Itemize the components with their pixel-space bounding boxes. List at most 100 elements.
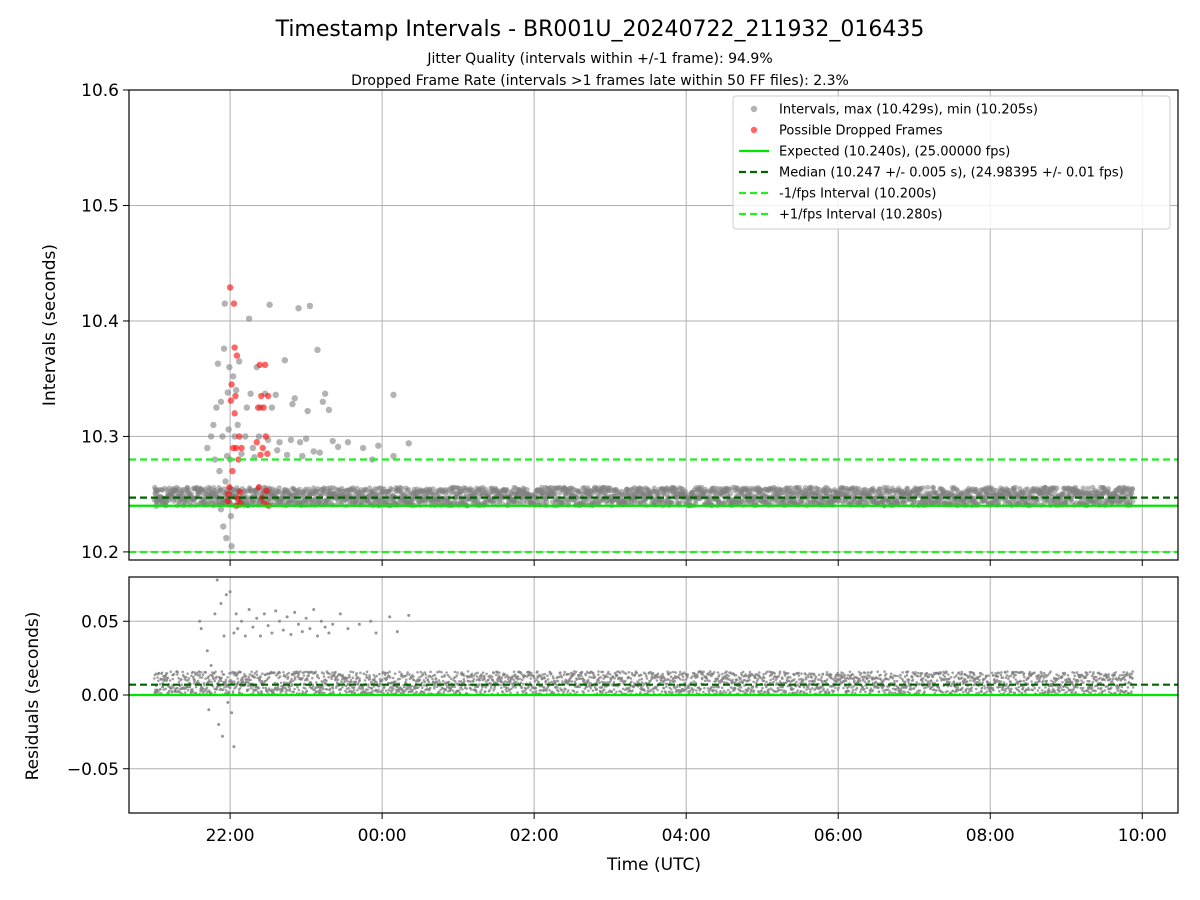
residual-point bbox=[765, 680, 768, 684]
residual-point bbox=[410, 676, 413, 679]
residual-point bbox=[460, 685, 463, 688]
residual-point bbox=[406, 687, 410, 691]
residual-point bbox=[503, 680, 507, 683]
residual-point bbox=[673, 679, 677, 683]
residual-point bbox=[167, 689, 171, 693]
residual-point bbox=[505, 690, 508, 693]
residual-point bbox=[724, 691, 728, 694]
interval-point bbox=[574, 495, 581, 501]
residual-point bbox=[401, 675, 404, 679]
residual-point bbox=[682, 671, 686, 674]
residual-point bbox=[647, 687, 650, 690]
residual-point bbox=[381, 689, 384, 692]
residual-point bbox=[429, 670, 432, 674]
residual-point bbox=[518, 677, 522, 681]
residual-point bbox=[439, 688, 442, 692]
residual-point bbox=[595, 687, 598, 691]
residual-point bbox=[821, 672, 825, 676]
residual-point bbox=[791, 691, 795, 695]
residual-point bbox=[671, 691, 674, 694]
bottom-plot-area bbox=[129, 578, 1178, 749]
residual-point bbox=[684, 678, 688, 681]
residual-point bbox=[219, 679, 223, 682]
interval-point bbox=[552, 491, 558, 497]
residual-point bbox=[593, 675, 597, 678]
residual-point bbox=[368, 677, 372, 681]
residual-point bbox=[481, 671, 485, 674]
residual-point bbox=[629, 677, 633, 680]
residual-point bbox=[498, 683, 502, 687]
residual-point bbox=[618, 671, 622, 675]
residual-point bbox=[307, 674, 311, 677]
residual-point bbox=[273, 671, 276, 674]
residual-point bbox=[328, 672, 332, 676]
interval-outlier-point bbox=[295, 305, 302, 312]
residual-point bbox=[555, 683, 559, 687]
interval-point bbox=[669, 500, 675, 506]
chart-subtitle-jitter: Jitter Quality (intervals within +/-1 fr… bbox=[426, 51, 772, 67]
interval-outlier-point bbox=[291, 395, 298, 402]
dropped-frame-point bbox=[259, 444, 266, 452]
residual-point bbox=[521, 678, 524, 681]
residual-point bbox=[649, 679, 652, 683]
residual-point bbox=[192, 682, 196, 685]
residual-point bbox=[402, 685, 406, 689]
residual-point bbox=[621, 670, 624, 673]
residual-point bbox=[553, 682, 557, 685]
residual-point bbox=[677, 691, 681, 695]
residual-point bbox=[534, 686, 538, 690]
residual-point bbox=[278, 688, 281, 691]
residual-point bbox=[710, 674, 713, 678]
residual-point bbox=[814, 675, 818, 679]
residual-point bbox=[683, 681, 687, 685]
residual-point bbox=[521, 691, 525, 694]
residual-point bbox=[170, 691, 174, 694]
residual-point bbox=[621, 687, 625, 691]
interval-outlier-point bbox=[255, 433, 263, 440]
residual-point bbox=[705, 677, 709, 680]
residual-point bbox=[718, 673, 721, 677]
residual-point bbox=[656, 672, 660, 675]
interval-outlier-point bbox=[222, 478, 229, 485]
residual-point bbox=[541, 673, 545, 676]
residual-point bbox=[741, 681, 744, 685]
residual-point bbox=[504, 688, 508, 691]
residual-point bbox=[448, 675, 451, 679]
residual-point bbox=[740, 673, 743, 677]
residual-point bbox=[202, 690, 205, 694]
residual-point bbox=[799, 690, 803, 693]
residual-point bbox=[305, 689, 309, 693]
residual-point bbox=[639, 691, 642, 694]
residual-point bbox=[281, 687, 285, 690]
residual-point bbox=[158, 683, 162, 686]
residual-point bbox=[458, 691, 462, 695]
dropped-frame-point bbox=[227, 397, 235, 404]
residual-point bbox=[383, 685, 386, 688]
residual-point bbox=[334, 678, 338, 682]
residual-point bbox=[287, 671, 291, 675]
residual-point bbox=[588, 675, 591, 679]
residual-point bbox=[548, 688, 551, 692]
residual-point bbox=[493, 687, 496, 690]
residual-point bbox=[498, 671, 501, 674]
residual-point bbox=[700, 677, 704, 681]
residual-point bbox=[529, 677, 533, 680]
residual-point bbox=[411, 688, 415, 692]
interval-outlier-point bbox=[220, 523, 227, 530]
residual-point bbox=[483, 677, 486, 680]
residual-point bbox=[711, 672, 715, 676]
interval-outlier-point bbox=[274, 447, 281, 454]
residual-point bbox=[644, 672, 647, 676]
residual-point bbox=[475, 678, 479, 682]
residual-point bbox=[514, 686, 517, 689]
residual-point bbox=[706, 679, 709, 682]
residual-point bbox=[615, 690, 618, 694]
dropped-frame-point bbox=[264, 392, 272, 400]
residual-point bbox=[390, 691, 393, 695]
residual-point bbox=[426, 678, 430, 681]
interval-point bbox=[374, 491, 380, 497]
residual-point bbox=[187, 679, 190, 682]
residual-point bbox=[722, 691, 725, 695]
residual-point bbox=[470, 688, 473, 691]
residual-point bbox=[552, 691, 556, 695]
